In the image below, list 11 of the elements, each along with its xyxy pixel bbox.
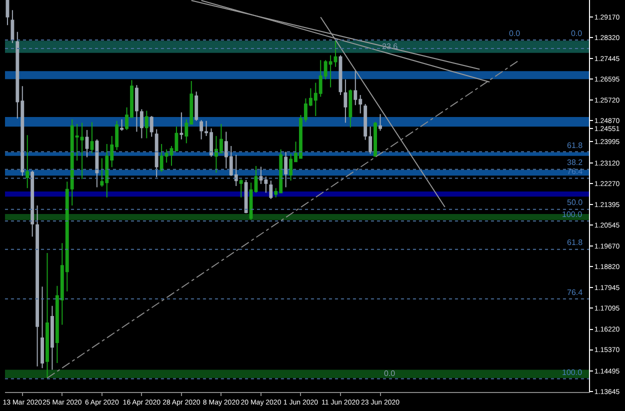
- annotation: 100.0: [562, 210, 583, 219]
- annotation: 61.8: [567, 141, 584, 150]
- annotation: 0.0: [571, 29, 583, 38]
- annotation: 76.4: [567, 167, 584, 176]
- band-label: 0.0: [384, 369, 396, 378]
- annotation: 0.0: [509, 29, 521, 38]
- annotation: 61.8: [567, 238, 584, 247]
- annotation: 76.4: [567, 288, 584, 297]
- annotation: 100.0: [562, 368, 583, 377]
- annotation: 38.2: [567, 158, 584, 167]
- annotation: 50.0: [567, 198, 584, 207]
